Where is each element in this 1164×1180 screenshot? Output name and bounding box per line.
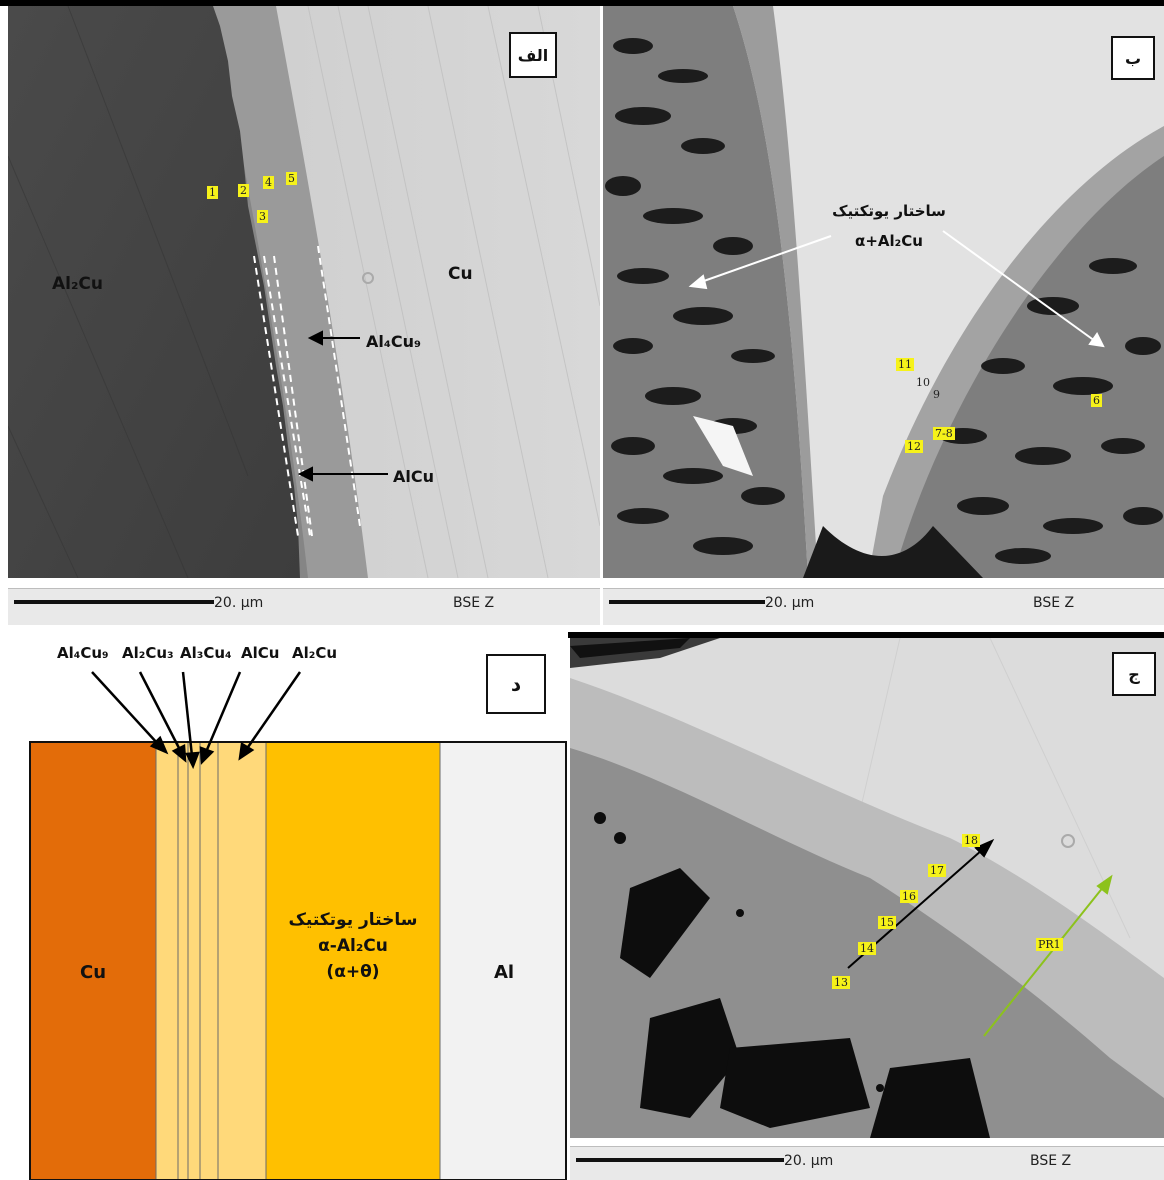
point-label: 4 bbox=[263, 176, 274, 189]
layer-eutectic bbox=[266, 742, 440, 1180]
layer-label-cu: Cu bbox=[80, 962, 107, 983]
sem-image-jim bbox=[570, 638, 1164, 1138]
arrow-label-al4cu9: Al₄Cu₉ bbox=[366, 332, 422, 351]
sem-micrograph-alef bbox=[8, 6, 600, 578]
top-label-alcu: AlCu bbox=[241, 644, 280, 662]
sem-image-be bbox=[603, 6, 1164, 578]
scale-bar-line bbox=[14, 600, 214, 604]
point-label: 13 bbox=[832, 976, 850, 989]
sem-micrograph-jim bbox=[570, 638, 1164, 1138]
phase-label-cu: Cu bbox=[448, 264, 473, 284]
layer-label-al: Al bbox=[494, 962, 515, 983]
eutectic-label-line1: ساختار یوتکتیک bbox=[288, 910, 418, 930]
panel-tag-dal: د bbox=[486, 654, 546, 714]
detector-label: BSE Z bbox=[1033, 595, 1075, 611]
bottom-rule bbox=[568, 632, 1164, 638]
panel-be: ب ساختار یوتکتیک α+Al₂Cu 11 10 9 7-8 12 … bbox=[603, 6, 1164, 632]
arrow-label-alcu: AlCu bbox=[393, 467, 434, 486]
point-label: 12 bbox=[905, 440, 923, 453]
layer-al3cu4 bbox=[188, 742, 200, 1180]
layer-al4cu9 bbox=[156, 742, 178, 1180]
scale-label: 20. μm bbox=[765, 595, 815, 611]
phase-label-al2cu: Al₂Cu bbox=[52, 274, 104, 294]
layer-al bbox=[440, 742, 566, 1180]
top-label-al2cu: Al₂Cu bbox=[292, 644, 338, 662]
sem-image-alef bbox=[8, 6, 600, 578]
layer-cu bbox=[30, 742, 156, 1180]
point-label: 2 bbox=[238, 184, 249, 197]
panel-tag-jim: ج bbox=[1112, 652, 1156, 696]
scale-bar-line bbox=[576, 1158, 784, 1162]
layer-al2cu bbox=[218, 742, 266, 1180]
point-label: 17 bbox=[928, 864, 946, 877]
point-label: 1 bbox=[207, 186, 218, 199]
top-rule bbox=[0, 0, 1164, 6]
point-label: 9 bbox=[933, 388, 940, 401]
top-label-al3cu4: Al₃Cu₄ bbox=[180, 644, 232, 662]
point-label: 7-8 bbox=[933, 427, 955, 440]
scale-label: 20. μm bbox=[214, 595, 264, 611]
point-label: 15 bbox=[878, 916, 896, 929]
scale-bar-alef: 20. μm BSE Z bbox=[8, 588, 600, 625]
sem-micrograph-be bbox=[603, 6, 1164, 578]
layer-alcu bbox=[200, 742, 218, 1180]
detector-label: BSE Z bbox=[453, 595, 495, 611]
eutectic-label-line3: (α+θ) bbox=[326, 962, 380, 982]
point-label: 14 bbox=[858, 942, 876, 955]
eutectic-label-line2: α-Al₂Cu bbox=[318, 936, 388, 956]
panel-jim: ج 13 14 15 16 17 18 PR1 20. μm BSE Z bbox=[570, 638, 1164, 1180]
scale-bar-be: 20. μm BSE Z bbox=[603, 588, 1164, 625]
scale-bar-jim: 20. μm BSE Z bbox=[570, 1146, 1164, 1180]
point-label: 3 bbox=[257, 210, 268, 223]
top-label-al2cu3: Al₂Cu₃ bbox=[122, 644, 174, 662]
point-label: 6 bbox=[1091, 394, 1102, 407]
panel-tag-be: ب bbox=[1111, 36, 1155, 80]
top-label-al4cu9: Al₄Cu₉ bbox=[57, 644, 109, 662]
eutectic-label-line1: ساختار یوتکتیک bbox=[832, 202, 946, 220]
panel-alef: الف Al₂Cu Cu Al₄Cu₉ AlCu 1 2 3 4 5 20. μ… bbox=[0, 6, 600, 632]
profile-label: PR1 bbox=[1036, 938, 1063, 951]
point-label: 5 bbox=[286, 172, 297, 185]
point-label: 18 bbox=[962, 834, 980, 847]
layer-al2cu3 bbox=[178, 742, 188, 1180]
layer-schematic bbox=[29, 671, 567, 1180]
point-label: 10 bbox=[916, 376, 930, 389]
point-label: 11 bbox=[896, 358, 914, 371]
eutectic-label-line2: α+Al₂Cu bbox=[855, 232, 923, 250]
panel-tag-alef: الف bbox=[509, 32, 557, 78]
detector-label: BSE Z bbox=[1030, 1153, 1072, 1169]
point-label: 16 bbox=[900, 890, 918, 903]
scale-label: 20. μm bbox=[784, 1153, 834, 1169]
scale-bar-line bbox=[609, 600, 765, 604]
panel-dal: د Al₄Cu₉ Al₂Cu₃ Al₃Cu₄ AlCu Al₂Cu Cu ساخ… bbox=[0, 632, 568, 1180]
